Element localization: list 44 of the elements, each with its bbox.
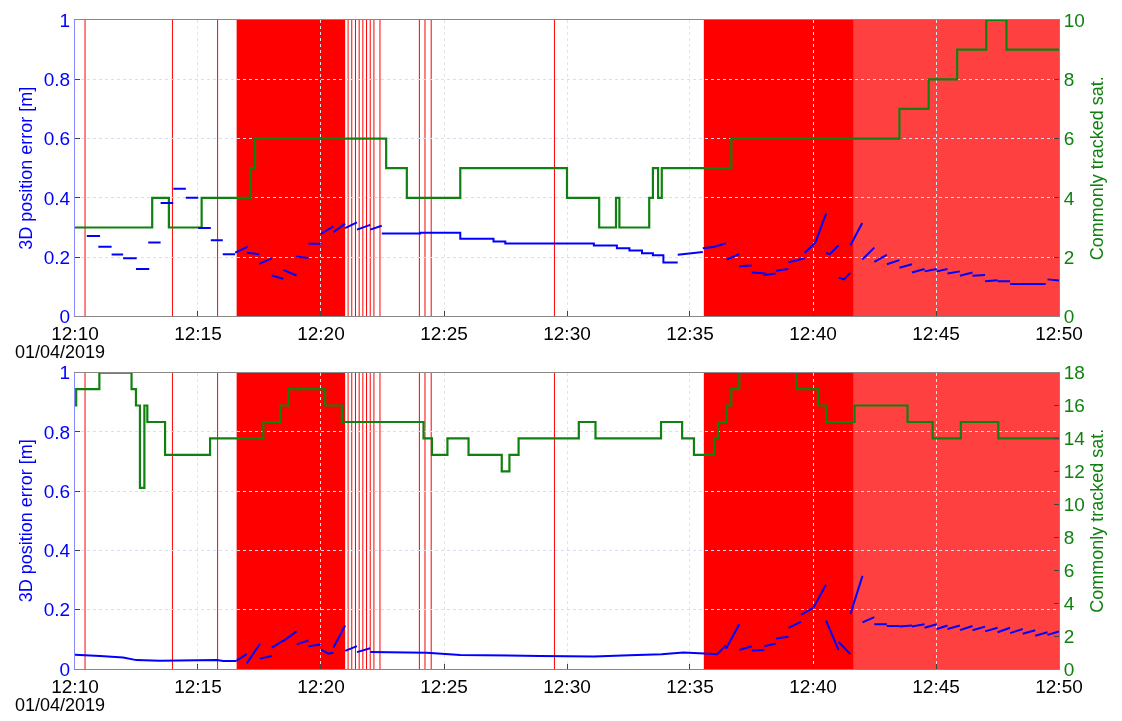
y2-tick-label: 14 (1063, 428, 1086, 450)
y2-tick-label: 6 (1063, 128, 1075, 150)
x-tick-label: 12:40 (789, 323, 837, 345)
x-tick-label: 12:35 (666, 323, 714, 345)
text: 01/04/2019 (15, 342, 106, 362)
text: 01/04/2019 (15, 695, 106, 715)
x-tick-label: 12:45 (912, 675, 960, 697)
y2-tick-label: 2 (1063, 246, 1075, 268)
y2-tick-label: 8 (1063, 68, 1075, 90)
y-tick-label: 0.2 (43, 246, 71, 268)
x-tick-label: 12:15 (174, 323, 222, 345)
x-tick-label: 12:20 (297, 323, 345, 345)
y2-tick-label: 12 (1063, 461, 1085, 483)
x-tick-label: 12:20 (297, 675, 345, 697)
y2-tick-label: 18 (1063, 362, 1085, 384)
x-tick-label: 12:15 (174, 675, 222, 697)
x-tick-label: 12:25 (420, 675, 468, 697)
y-tick-label: 0.6 (43, 128, 71, 150)
x-tick-label: 12:25 (420, 323, 468, 345)
y2-axis-title: Commonly tracked sat. (1087, 428, 1108, 613)
y2-tick-label: 4 (1063, 187, 1075, 209)
y2-axis-title: Commonly tracked sat. (1087, 76, 1108, 261)
y-tick-label: 1 (59, 362, 71, 384)
y2-tick-label: 4 (1063, 592, 1075, 614)
y2-tick-label: 6 (1063, 559, 1075, 581)
y2-tick-label: 2 (1063, 625, 1075, 647)
y-tick-label: 0.8 (43, 421, 71, 443)
x-tick-label: 12:30 (543, 675, 591, 697)
x-tick-label: 12:35 (666, 675, 714, 697)
y-tick-label: 0.8 (43, 68, 71, 90)
y2-tick-label: 10 (1063, 493, 1085, 515)
y2-tick-label: 16 (1063, 395, 1085, 417)
y-tick-label: 0.4 (43, 540, 71, 562)
x-tick-label: 12:40 (789, 675, 837, 697)
y2-tick-label: 8 (1063, 526, 1075, 548)
x-tick-label: 12:30 (543, 323, 591, 345)
y-axis-title: 3D position error [m] (15, 86, 36, 250)
y-tick-label: 0.4 (43, 187, 71, 209)
x-tick-label: 12:45 (912, 323, 960, 345)
y-tick-label: 0.6 (43, 480, 71, 502)
y2-tick-label: 10 (1063, 9, 1085, 31)
y-tick-label: 0.2 (43, 599, 71, 621)
y-axis-title: 3D position error [m] (15, 439, 36, 603)
y-tick-label: 1 (59, 9, 71, 31)
